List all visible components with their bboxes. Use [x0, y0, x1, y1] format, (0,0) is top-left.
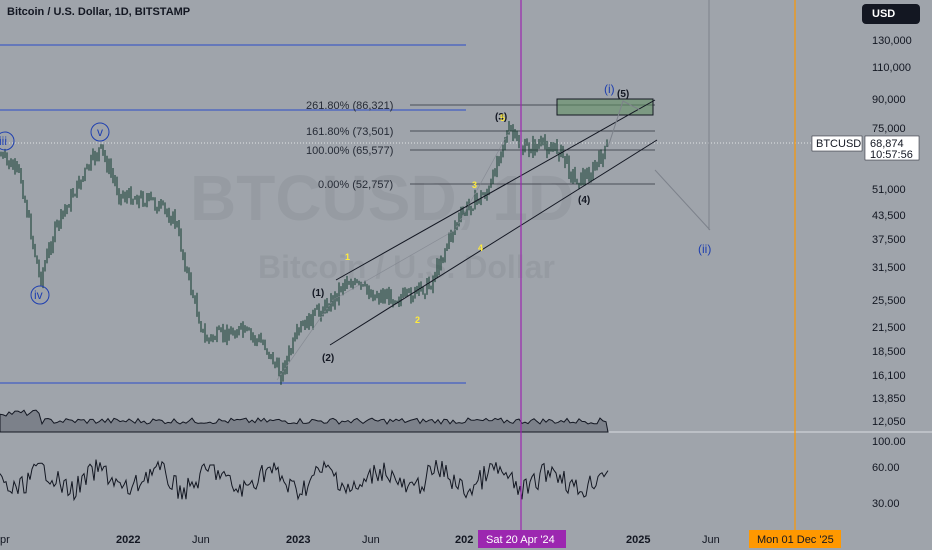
- currency-button[interactable]: USD: [862, 4, 920, 24]
- time-tick: 2023: [286, 534, 310, 546]
- time-tick: 202: [455, 534, 473, 546]
- wave-label-4: (4): [578, 195, 590, 206]
- time-tick: Jun: [192, 534, 210, 546]
- time-tick: Jun: [362, 534, 380, 546]
- wave-label-ii-major: (ii): [698, 242, 711, 256]
- bar-countdown: 10:57:56: [870, 149, 913, 161]
- projection-path-five[interactable]: [607, 100, 641, 148]
- price-tick: 130,000: [872, 35, 912, 47]
- watermark-symbol: BTCUSD, 1D: [190, 162, 574, 234]
- osc-tick: 100.00: [872, 436, 906, 448]
- price-tick: 21,500: [872, 322, 906, 334]
- symbol-tag: BTCUSD: [816, 138, 861, 150]
- price-tick: 12,050: [872, 416, 906, 428]
- svg-text:v: v: [97, 125, 103, 139]
- volume-series: [0, 409, 609, 433]
- time-tick: 2022: [116, 534, 140, 546]
- channel-upper-line[interactable]: [335, 99, 656, 281]
- subwave-label-4: 4: [478, 243, 483, 253]
- last-price-box: [864, 135, 920, 161]
- price-tick: 13,850: [872, 393, 906, 405]
- symbol-tag-box: [811, 135, 863, 152]
- last-price: 68,874: [870, 138, 904, 150]
- future-date-box: [749, 530, 841, 548]
- price-tick: 25,500: [872, 295, 906, 307]
- osc-tick: 30.00: [872, 498, 900, 510]
- oscillator-series: [0, 459, 609, 502]
- time-tick: pr: [0, 534, 10, 546]
- subwave-label-1: 1: [345, 252, 350, 262]
- subwave-label-5: 5: [500, 113, 505, 123]
- svg-text:iii: iii: [0, 134, 7, 148]
- projection-path-two[interactable]: [654, 169, 711, 231]
- wave-connector: [276, 129, 511, 381]
- cursor-date-box: [478, 530, 566, 548]
- wave-circle-iv: iv: [30, 285, 50, 305]
- price-tick: 18,500: [872, 346, 906, 358]
- chart-title: Bitcoin / U.S. Dollar, 1D, BITSTAMP: [7, 6, 191, 18]
- subwave-label-2: 2: [415, 315, 420, 325]
- fib-label-0: 0.00% (52,757): [318, 179, 393, 191]
- wave-label-1: (1): [312, 288, 324, 299]
- price-tick: 110,000: [872, 62, 911, 74]
- wave-label-i-major: (i): [604, 82, 615, 96]
- wave-label-2: (2): [322, 353, 334, 364]
- fib-label-161: 161.80% (73,501): [306, 126, 393, 138]
- price-tick: 51,000: [872, 184, 906, 196]
- wave-label-5: (5): [617, 89, 629, 100]
- fib-label-261: 261.80% (86,321): [306, 100, 393, 112]
- osc-tick: 60.00: [872, 462, 900, 474]
- cursor-date-label: Sat 20 Apr '24: [486, 534, 555, 546]
- wave-circle-v: v: [90, 122, 110, 142]
- target-zone-box[interactable]: [556, 98, 654, 116]
- svg-text:iv: iv: [34, 288, 43, 302]
- wave-circle-iii: iii: [0, 131, 15, 151]
- price-axis[interactable]: 130,000 110,000 90,000 75,000 51,000 43,…: [872, 35, 912, 428]
- subwave-label-3: 3: [472, 180, 477, 190]
- fib-label-100: 100.00% (65,577): [306, 145, 393, 157]
- time-tick: Jun: [702, 534, 720, 546]
- time-axis[interactable]: pr 2022 Jun 2023 Jun 202 2025 Jun: [0, 534, 720, 546]
- price-tick: 31,500: [872, 262, 906, 274]
- price-tick: 75,000: [872, 123, 906, 135]
- price-tick: 90,000: [872, 94, 906, 106]
- price-tick: 37,500: [872, 234, 906, 246]
- price-tick: 16,100: [872, 370, 906, 382]
- price-series: [0, 120, 608, 385]
- price-tick: 43,500: [872, 210, 906, 222]
- watermark-name: Bitcoin / U.S. Dollar: [258, 249, 555, 285]
- future-date-label: Mon 01 Dec '25: [757, 534, 834, 546]
- wave-label-3: (3): [495, 112, 507, 123]
- channel-lower-line[interactable]: [329, 139, 658, 346]
- time-tick: 2025: [626, 534, 650, 546]
